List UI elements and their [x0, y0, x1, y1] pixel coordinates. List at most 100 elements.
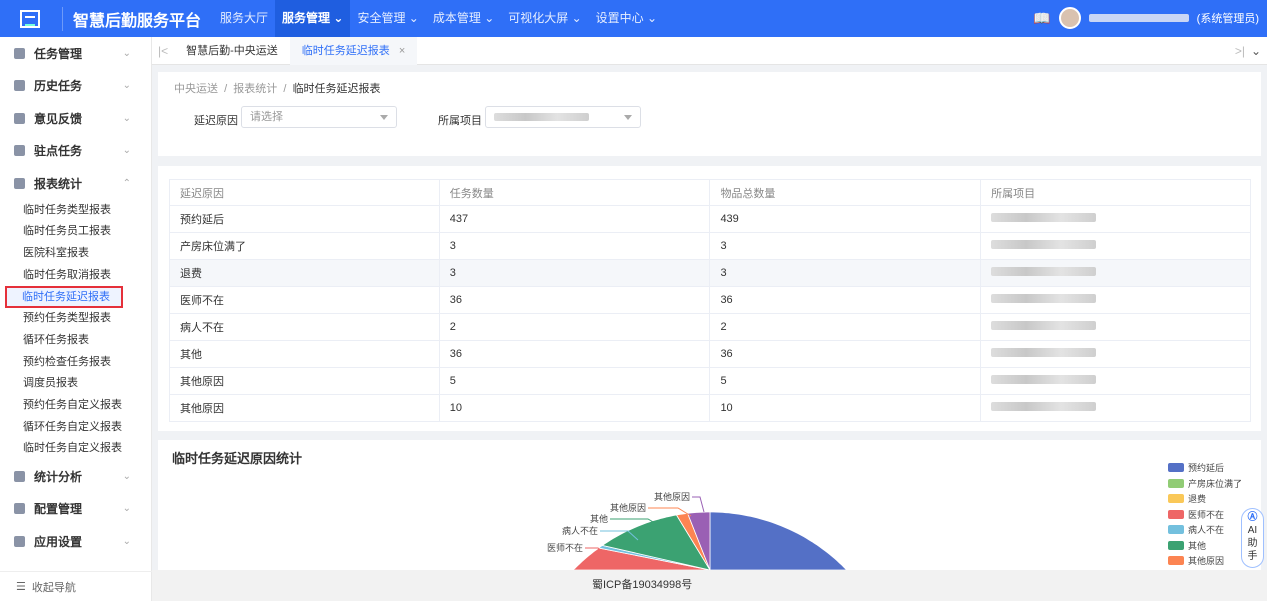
chevron-down-icon[interactable]: ⌄ [1250, 43, 1261, 58]
nav-service-hall[interactable]: 服务大厅 [220, 11, 269, 25]
nav-service-management[interactable]: 服务管理 ⌄ [275, 0, 351, 37]
book-icon[interactable]: 📖 [1033, 9, 1051, 26]
app-title: 智慧后勤服务平台 [62, 6, 201, 31]
table-cell [980, 205, 1251, 233]
table-cell: 10 [709, 394, 982, 422]
table-row[interactable]: 预约延后 437 439 [169, 205, 1251, 233]
project-blurred [991, 375, 1097, 384]
table-row[interactable]: 病人不在 2 2 [169, 313, 1251, 341]
sidebar-group[interactable]: 统计分析 ⌄ [0, 460, 151, 493]
crumb[interactable]: 中央运送 [174, 83, 218, 95]
tab-central-transport[interactable]: 智慧后勤-中央运送 [186, 44, 278, 57]
pie-slice[interactable] [545, 547, 711, 570]
sidebar-item[interactable]: 临时任务取消报表 [23, 268, 111, 281]
avatar[interactable] [1058, 7, 1081, 29]
sidebar-item[interactable]: 医院科室报表 [23, 246, 89, 259]
table-cell: 36 [709, 340, 982, 368]
table-cell: 其他原因 [169, 394, 440, 422]
filter-card: 中央运送 / 报表统计 / 临时任务延迟报表 延迟原因 请选择 所属项目 [158, 72, 1261, 156]
label-line [600, 530, 639, 541]
menu-icon [14, 177, 25, 189]
legend-item[interactable]: 产房床位满了 [1168, 476, 1242, 492]
column-header: 物品总数量 [709, 179, 982, 206]
legend-item[interactable]: 病人不在 [1168, 522, 1242, 538]
nav-label: 安全管理 [357, 11, 406, 25]
sidebar-item[interactable]: 临时任务类型报表 [23, 203, 111, 216]
sidebar-item[interactable]: 临时任务员工报表 [23, 225, 111, 238]
group-label: 报表统计 [34, 176, 83, 191]
project-value-blurred [494, 113, 589, 121]
project-select[interactable] [485, 106, 641, 128]
sidebar-item[interactable]: 预约任务自定义报表 [23, 399, 122, 411]
legend-item[interactable]: 预约延后 [1168, 460, 1242, 476]
legend-label: 病人不在 [1188, 525, 1225, 536]
user-role[interactable]: (系统管理员) [1196, 13, 1259, 25]
reason-select[interactable]: 请选择 [241, 106, 397, 128]
table-row[interactable]: 医师不在 36 36 [169, 286, 1251, 314]
top-header: 智慧后勤服务平台 服务大厅 服务管理 ⌄ 安全管理 ⌄ 成本管理 ⌄ 可视化大屏… [0, 0, 1267, 37]
sidebar-item[interactable]: 预约检查任务报表 [23, 355, 111, 368]
project-label: 所属项目 [438, 115, 482, 127]
chart-card: 临时任务延迟原因统计 医师不在 病人不在 其他 其他原因 其他原因 预约延后 产房床位满了… [158, 440, 1261, 570]
ai-assistant-button[interactable]: Ⓐ AI 助 手 [1241, 508, 1264, 568]
table-row[interactable]: 其他 36 36 [169, 340, 1251, 368]
table-cell: 5 [709, 367, 982, 395]
sidebar-item[interactable]: 临时任务自定义报表 [23, 442, 122, 455]
ai-icon: Ⓐ [1247, 512, 1258, 523]
table-row[interactable]: 退费 3 3 [169, 259, 1251, 287]
sidebar-group[interactable]: 应用设置 ⌄ [0, 525, 151, 558]
nav-visual[interactable]: 可视化大屏 ⌄ [508, 11, 582, 25]
sidebar-item[interactable]: 循环任务报表 [23, 333, 89, 346]
sidebar-item[interactable]: 调度员报表 [23, 377, 78, 390]
project-blurred [991, 213, 1097, 222]
legend-swatch [1168, 478, 1184, 488]
group-label: 意见反馈 [34, 111, 83, 126]
collapse-label: 收起导航 [31, 581, 76, 594]
table-row[interactable]: 其他原因 10 10 [169, 394, 1251, 422]
table-row[interactable]: 其他原因 5 5 [169, 367, 1251, 395]
sidebar-group[interactable]: 报表统计 ⌃ [0, 167, 151, 200]
collapse-nav-button[interactable]: ☰ 收起导航 [0, 571, 152, 601]
pie-slice[interactable] [601, 514, 711, 570]
table-cell [980, 340, 1251, 368]
reason-label: 延迟原因 [194, 115, 238, 127]
nav-settings[interactable]: 设置中心 ⌄ [595, 11, 658, 25]
table-cell: 439 [709, 205, 982, 233]
pie-slice[interactable] [687, 511, 711, 570]
table-cell [980, 367, 1251, 395]
table-cell [980, 313, 1251, 341]
scroll-left-icon[interactable]: |< [158, 43, 169, 58]
legend-swatch [1168, 463, 1184, 473]
scroll-right-icon[interactable]: >| [1234, 43, 1245, 58]
legend-label: 产房床位满了 [1188, 478, 1243, 489]
group-label: 任务管理 [34, 46, 83, 61]
tab-delay-report[interactable]: 临时任务延迟报表 × [289, 36, 418, 65]
slice-label: 其他原因 [610, 502, 646, 513]
menu-icon [14, 145, 25, 157]
menu-icon [14, 470, 25, 482]
sidebar-item[interactable]: 临时任务延迟报表 [5, 286, 123, 309]
breadcrumb: 中央运送 / 报表统计 / 临时任务延迟报表 [174, 83, 381, 95]
nav-cost[interactable]: 成本管理 ⌄ [432, 11, 495, 25]
sidebar-group[interactable]: 历史任务 ⌄ [0, 70, 151, 103]
close-icon[interactable]: × [398, 44, 406, 57]
sidebar-group[interactable]: 意见反馈 ⌄ [0, 102, 151, 135]
table-row[interactable]: 产房床位满了 3 3 [169, 232, 1251, 260]
legend-item[interactable]: 其他 [1168, 538, 1242, 554]
slice-label: 其他原因 [654, 491, 690, 502]
crumb[interactable]: 报表统计 [233, 83, 278, 95]
legend-item[interactable]: 退费 [1168, 491, 1242, 507]
nav-label: 设置中心 [595, 11, 644, 25]
sidebar-item[interactable]: 预约任务类型报表 [23, 312, 111, 325]
chevron-icon: ⌄ [122, 112, 131, 124]
legend-item[interactable]: 医师不在 [1168, 507, 1242, 523]
chevron-icon: ⌄ [122, 145, 131, 157]
sidebar-group[interactable]: 任务管理 ⌄ [0, 37, 151, 70]
sidebar-group[interactable]: 配置管理 ⌄ [0, 493, 151, 526]
nav-safety[interactable]: 安全管理 ⌄ [357, 11, 419, 25]
project-blurred [991, 321, 1097, 330]
sidebar-item[interactable]: 循环任务自定义报表 [23, 420, 122, 433]
legend-item[interactable]: 其他原因 [1168, 553, 1242, 569]
sidebar-group[interactable]: 驻点任务 ⌄ [0, 135, 151, 168]
column-header: 任务数量 [438, 179, 711, 206]
